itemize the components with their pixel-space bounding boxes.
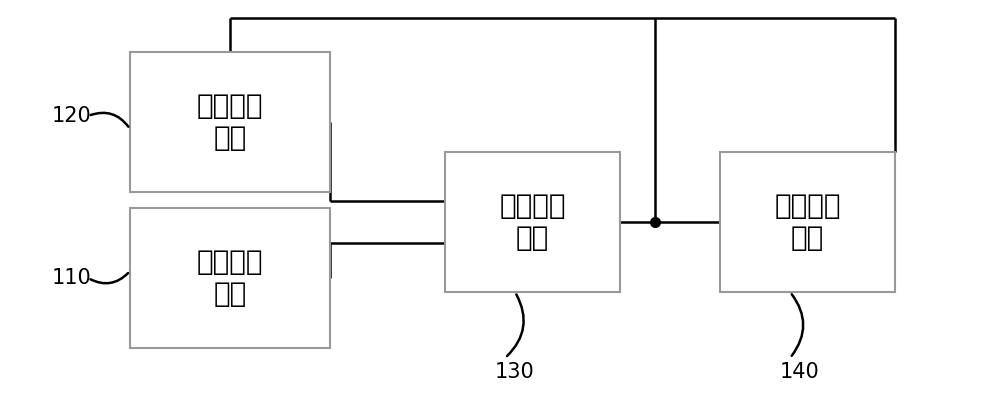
Bar — [445, 152, 620, 292]
Bar — [720, 152, 895, 292]
Bar — [130, 208, 330, 348]
Text: 温度采样
电路: 温度采样 电路 — [197, 248, 263, 308]
Text: 130: 130 — [495, 362, 535, 382]
Text: 140: 140 — [780, 362, 820, 382]
Text: 第一执行
电路: 第一执行 电路 — [774, 192, 841, 252]
Text: 第一生成
电路: 第一生成 电路 — [197, 92, 263, 152]
Bar — [130, 52, 330, 192]
Text: 110: 110 — [52, 268, 92, 288]
Text: 第一比较
电路: 第一比较 电路 — [499, 192, 566, 252]
Text: 120: 120 — [52, 106, 92, 126]
